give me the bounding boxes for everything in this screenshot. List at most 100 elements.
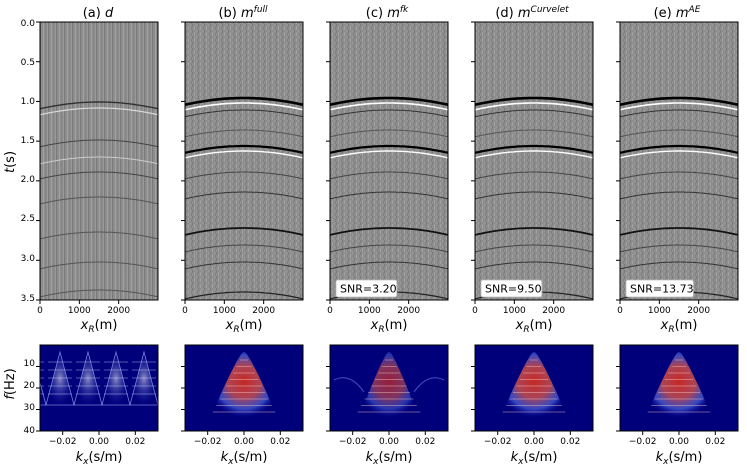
k-tick-label: −0.02 (194, 437, 222, 447)
x-tick-label: 1000 (358, 306, 381, 316)
seismic-event-9 (475, 244, 593, 253)
x-tick-label: 1000 (503, 306, 526, 316)
seismic-event-2 (620, 109, 738, 118)
bottom-x-label: kx(s/m) (656, 450, 703, 467)
f-tick-20: 20 (24, 381, 36, 391)
x-tick-label: 2000 (687, 306, 710, 316)
seismic-event-3 (475, 129, 593, 138)
seismic-panel-a: 0 1000 2000 xR(m) (36, 21, 159, 335)
f-tick-30: 30 (24, 403, 36, 413)
k-tick-label: 0.00 (524, 437, 544, 447)
seismic-event-10 (620, 261, 738, 270)
fk-residual (333, 377, 365, 393)
seismic-event-8 (185, 227, 303, 236)
seismic-event-6 (475, 171, 593, 180)
alias-lobe (40, 380, 47, 406)
seismic-event-8 (40, 289, 158, 298)
seismic-frame (619, 21, 739, 301)
seismic-background (620, 22, 738, 300)
seismic-event-4 (475, 144, 593, 154)
title-c: (c) mfk (366, 5, 409, 21)
seismic-event-2 (330, 109, 448, 118)
y-tick-3: 1.5 (21, 136, 35, 146)
bottom-x-label: kx(s/m) (221, 450, 268, 467)
x-tick-label: 2000 (252, 306, 275, 316)
seismic-event-5 (185, 150, 303, 159)
seismic-frame (329, 21, 449, 301)
y-tick-5: 2.5 (21, 214, 35, 224)
spectrum-energy (333, 351, 445, 418)
seismic-event-6 (40, 231, 158, 240)
seismic-event-3 (330, 129, 448, 138)
seismic-event-2 (40, 139, 158, 148)
k-tick-label: −0.02 (339, 437, 367, 447)
k-tick-label: −0.02 (49, 437, 77, 447)
k-tick-label: 0.02 (415, 437, 435, 447)
seismic-event-7 (620, 191, 738, 200)
spectrum-cone (500, 351, 568, 418)
seismic-event-0 (40, 101, 158, 110)
seismic-event-6 (330, 171, 448, 180)
alias-lobe (157, 403, 158, 406)
snr-label: SNR=13.73 (630, 283, 694, 296)
title-b: (b) mfull (218, 5, 268, 21)
seismic-event-8 (330, 227, 448, 236)
seismic-event-3 (620, 129, 738, 138)
spectrum-energy (645, 351, 713, 418)
k-tick-label: −0.02 (484, 437, 512, 447)
bottom-y-axis: 10 20 30 40 f(Hz) (3, 359, 35, 436)
seismic-event-2 (185, 109, 303, 118)
bottom-x-label: kx(s/m) (76, 450, 123, 467)
seismic-event-10 (330, 261, 448, 270)
spectrum-energy (500, 351, 568, 418)
seismic-event-0 (185, 96, 303, 106)
seismic-event-5 (40, 196, 158, 205)
snr-box (480, 279, 543, 298)
seismic-event-4 (330, 144, 448, 154)
seismic-panel-b: 0 1000 2000 xR(m) (181, 21, 304, 335)
x-tick-label: 0 (37, 306, 43, 316)
x-tick-label: 1000 (213, 306, 236, 316)
spectrum-cone (359, 351, 419, 418)
x-tick-label: 2000 (397, 306, 420, 316)
seismic-event-7 (330, 191, 448, 200)
spectrum-energy (210, 351, 278, 418)
seismic-event-8 (620, 227, 738, 236)
bottom-x-label: kx(s/m) (511, 450, 558, 467)
alias-lobe (45, 350, 75, 406)
seismic-panel-d: 0 1000 2000 xR(m) SNR=9.50 (471, 21, 594, 335)
seismic-event-9 (330, 244, 448, 253)
title-a: (a) d (83, 6, 114, 21)
title-e: (e) mAE (654, 5, 701, 21)
seismic-background (330, 22, 448, 300)
y-tick-7: 3.5 (21, 294, 35, 304)
seismic-event-4 (620, 144, 738, 154)
seismic-event-1 (620, 102, 738, 111)
seismic-event-9 (185, 244, 303, 253)
alias-lobe (73, 350, 103, 406)
x-tick-label: 0 (617, 306, 623, 316)
seismic-panel-e: 0 1000 2000 xR(m) SNR=13.73 (616, 21, 739, 335)
x-tick-label: 0 (182, 306, 188, 316)
seismic-event-7 (40, 261, 158, 270)
k-tick-label: −0.02 (629, 437, 657, 447)
fk-residual (413, 377, 445, 393)
k-tick-label: 0.02 (125, 437, 145, 447)
spectrum-energy (40, 350, 158, 406)
y-tick-1: 0.5 (21, 58, 35, 68)
seismic-event-0 (330, 96, 448, 106)
seismic-event-10 (185, 261, 303, 270)
seismic-event-7 (185, 191, 303, 200)
seismic-frame (39, 21, 159, 301)
x-tick-label: 1000 (68, 306, 91, 316)
y-tick-4: 2.0 (21, 175, 36, 185)
top-x-label: xR(m) (80, 318, 118, 335)
x-tick-label: 2000 (107, 306, 130, 316)
seismic-background (475, 22, 593, 300)
seismic-events (40, 101, 158, 298)
top-x-label: xR(m) (660, 318, 698, 335)
seismic-events (185, 96, 303, 300)
seismic-event-7 (475, 191, 593, 200)
seismic-event-0 (620, 96, 738, 106)
